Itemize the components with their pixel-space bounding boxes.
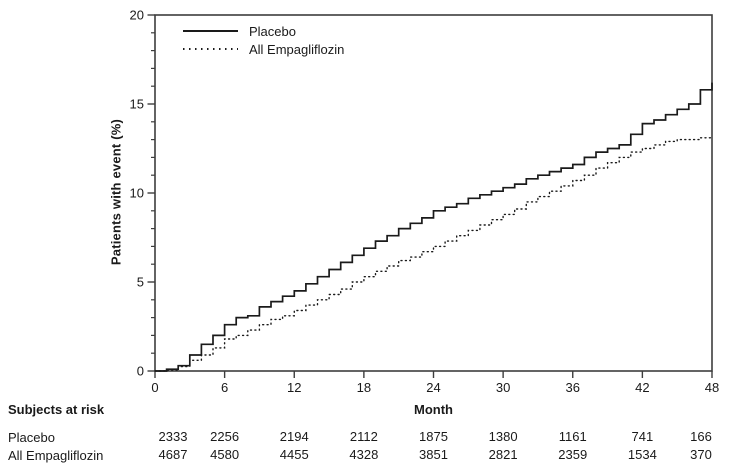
- risk-count: 4580: [210, 447, 239, 462]
- y-tick-label: 0: [137, 364, 144, 379]
- y-tick-label: 5: [137, 275, 144, 290]
- risk-row-label-placebo: Placebo: [8, 430, 55, 445]
- risk-count: 1161: [559, 429, 587, 444]
- risk-count: 1875: [419, 429, 448, 444]
- x-tick-label: 0: [151, 380, 158, 395]
- risk-count: 1534: [628, 447, 657, 462]
- risk-count: 166: [690, 429, 712, 444]
- risk-count: 4455: [280, 447, 309, 462]
- y-axis-title: Patients with event (%): [108, 118, 124, 266]
- risk-count: 2821: [489, 447, 518, 462]
- risk-count: 3851: [419, 447, 448, 462]
- placebo-curve: [155, 82, 713, 372]
- risk-count: 2194: [280, 429, 309, 444]
- x-tick-label: 18: [357, 380, 371, 395]
- risk-row-label-empagliflozin: All Empagliflozin: [8, 448, 104, 463]
- legend-label-empagliflozin: All Empagliflozin: [249, 41, 345, 57]
- x-tick-label: 42: [635, 380, 649, 395]
- y-tick-label: 15: [130, 97, 144, 112]
- risk-count: 2359: [558, 447, 587, 462]
- risk-count: 2256: [210, 429, 239, 444]
- legend-label-placebo: Placebo: [249, 23, 296, 39]
- x-tick-label: 12: [287, 380, 301, 395]
- x-axis-title: Month: [414, 402, 453, 417]
- x-tick-label: 24: [426, 380, 440, 395]
- x-tick-label: 36: [566, 380, 580, 395]
- risk-count: 2333: [159, 429, 188, 444]
- risk-count: 4328: [349, 447, 378, 462]
- subjects-at-risk-heading: Subjects at risk: [8, 402, 105, 417]
- x-tick-label: 30: [496, 380, 510, 395]
- risk-count: 4687: [159, 447, 188, 462]
- legend-entry-empagliflozin: All Empagliflozin: [183, 41, 344, 57]
- x-tick-label: 6: [221, 380, 228, 395]
- y-tick-label: 20: [130, 8, 144, 23]
- risk-count: 2112: [350, 429, 378, 444]
- legend-entry-placebo: Placebo: [183, 23, 344, 39]
- risk-count: 370: [690, 447, 712, 462]
- x-tick-label: 48: [705, 380, 719, 395]
- legend: Placebo All Empagliflozin: [183, 23, 344, 57]
- y-tick-label: 10: [130, 186, 144, 201]
- all-empagliflozin-curve: [154, 137, 713, 372]
- risk-count: 741: [632, 429, 654, 444]
- risk-count: 1380: [489, 429, 518, 444]
- placebo-line-sample-icon: [183, 30, 238, 32]
- empagliflozin-line-sample-icon: [183, 48, 238, 50]
